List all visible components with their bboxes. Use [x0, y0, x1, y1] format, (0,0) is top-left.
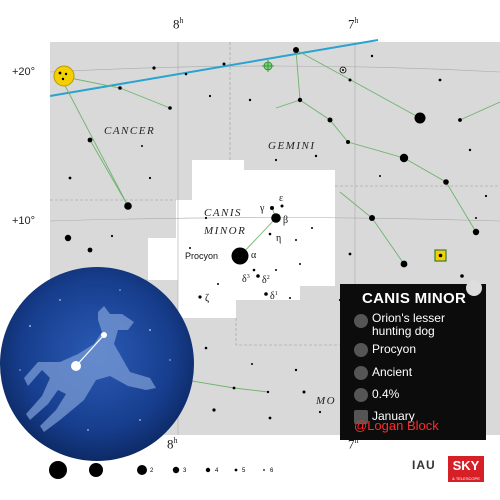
info-icon — [354, 314, 368, 328]
nebula-marker — [339, 66, 347, 74]
ra-label-8h: 8h — [173, 16, 184, 32]
label-delta3: δ3 — [242, 274, 250, 285]
label-monoceros: MO — [315, 395, 336, 407]
label-minor: MINOR — [203, 225, 246, 237]
dec-label-plus10: +10° — [12, 215, 36, 227]
panel-item-best-month: January — [372, 409, 415, 423]
beta-cmi-star — [271, 213, 281, 223]
delta2-cmi-star — [256, 274, 260, 278]
panel-item-brightest-star: Procyon — [372, 342, 417, 356]
star-labels: Procyon α β γ ε η ζ δ3 δ2 δ1 — [185, 193, 288, 304]
beehive-cluster-marker — [53, 65, 75, 87]
scroll-icon — [354, 366, 368, 380]
label-gemini: GEMINI — [268, 140, 316, 152]
delta1-cmi-star — [264, 292, 268, 296]
panel-title: CANIS MINOR — [362, 290, 467, 307]
label-cancer: CANCER — [104, 125, 155, 137]
sky-area-icon — [354, 388, 368, 402]
panel-item-origin: Ancient — [372, 365, 413, 379]
label-alpha: α — [251, 250, 257, 261]
panel-item-sky-area: 0.4% — [372, 387, 400, 401]
legend-mag-5: 5 — [242, 468, 246, 474]
canis-minor-stars — [189, 204, 313, 299]
ra-label-7h: 7h — [348, 16, 359, 32]
epsilon-cmi-star — [280, 204, 284, 208]
eta-cmi-star — [268, 232, 272, 236]
legend-mag-4: 4 — [215, 468, 219, 474]
star-icon — [354, 343, 368, 357]
label-zeta: ζ — [205, 293, 209, 304]
label-gamma: γ — [259, 203, 265, 214]
canis-minor-region — [148, 160, 335, 318]
credit-text: @Logan Block — [354, 418, 439, 433]
globe-icon — [466, 280, 482, 296]
zeta-cmi-star — [198, 295, 202, 299]
magnitude-legend: 2 3 4 5 6 — [49, 461, 274, 479]
dec-label-plus20: +20° — [12, 66, 36, 78]
ra-label-8h-bottom: 8h — [167, 436, 178, 452]
label-delta1: δ1 — [270, 291, 278, 302]
ecliptic-line — [49, 39, 379, 97]
label-canis: CANIS — [204, 207, 242, 219]
legend-mag-2: 2 — [150, 468, 154, 474]
info-panel: CANIS MINOR Orion's lesser hunting dog P… — [340, 280, 486, 440]
iau-logo: IAU — [412, 458, 436, 472]
procyon-star — [231, 247, 249, 265]
sky-telescope-logo: SKY — [448, 456, 484, 482]
constellation-badge — [0, 267, 194, 461]
label-delta2: δ2 — [262, 275, 270, 286]
delta3-cmi-star — [252, 268, 256, 272]
gamma-cmi-star — [270, 206, 274, 210]
constellation-labels: CANCER GEMINI CANIS MINOR MO — [104, 125, 336, 407]
deep-sky-objects — [53, 60, 447, 262]
panel-item-nickname: Orion's lesser hunting dog — [372, 311, 445, 338]
calendar-icon — [354, 410, 368, 424]
label-procyon: Procyon — [185, 251, 218, 261]
background-stars — [64, 47, 488, 420]
ra-label-7h-bottom: 7h — [348, 436, 359, 452]
dog-figure-icon — [24, 306, 156, 432]
label-beta: β — [283, 215, 288, 226]
label-eta: η — [276, 233, 281, 244]
legend-mag-6: 6 — [270, 468, 274, 474]
legend-mag-3: 3 — [183, 468, 187, 474]
label-epsilon: ε — [279, 193, 283, 204]
sky-telescope-logo-subtitle: & TELESCOPE — [452, 476, 480, 481]
